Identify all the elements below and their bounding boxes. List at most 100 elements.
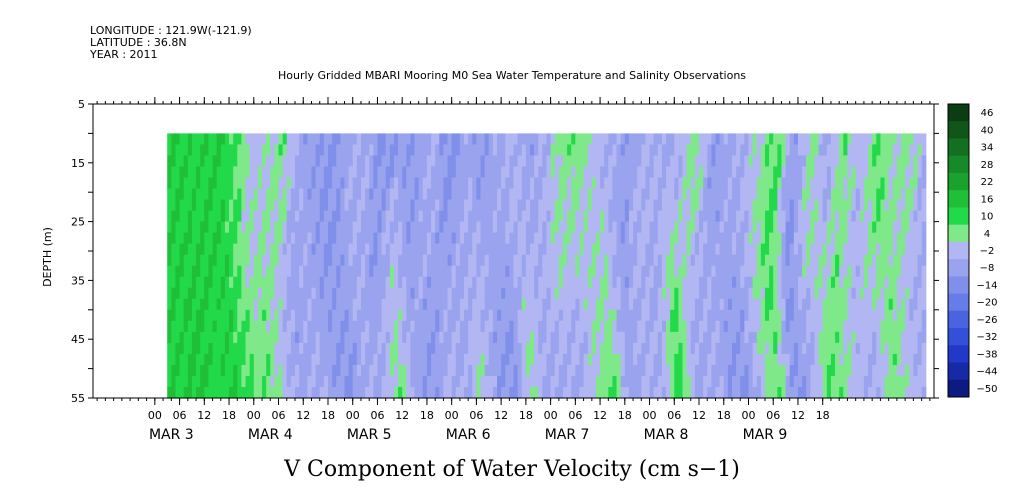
heatmap-cell bbox=[554, 232, 560, 245]
heatmap-cell bbox=[311, 298, 317, 311]
heatmap-cell bbox=[814, 232, 820, 245]
heatmap-cell bbox=[501, 144, 506, 157]
heatmap-cell bbox=[699, 155, 704, 168]
heatmap-cell bbox=[793, 342, 799, 355]
heatmap-cell bbox=[579, 353, 585, 366]
heatmap-cell bbox=[818, 331, 824, 344]
heatmap-cell bbox=[678, 331, 684, 344]
heatmap-cell bbox=[406, 199, 412, 212]
heatmap-cell bbox=[645, 254, 651, 267]
heatmap-cell bbox=[299, 210, 304, 223]
heatmap-cell bbox=[517, 188, 523, 201]
heatmap-cell bbox=[224, 287, 230, 300]
heatmap-cell bbox=[666, 199, 671, 212]
heatmap-cell bbox=[736, 188, 741, 201]
heatmap-cell bbox=[715, 221, 721, 234]
heatmap-cell bbox=[633, 276, 638, 289]
heatmap-cell bbox=[806, 265, 811, 278]
heatmap-cell bbox=[756, 133, 762, 146]
heatmap-cell bbox=[249, 210, 255, 223]
heatmap-cell bbox=[525, 320, 531, 333]
heatmap-cell bbox=[884, 353, 890, 366]
heatmap-cell bbox=[633, 144, 638, 157]
heatmap-cell bbox=[398, 188, 403, 201]
heatmap-cell bbox=[385, 386, 391, 399]
heatmap-cell bbox=[872, 320, 877, 333]
heatmap-cell bbox=[608, 177, 614, 190]
heatmap-cell bbox=[492, 221, 498, 234]
heatmap-cell bbox=[233, 364, 238, 377]
heatmap-cell bbox=[229, 221, 234, 234]
heatmap-cell bbox=[892, 342, 898, 355]
heatmap-cell bbox=[777, 188, 783, 201]
heatmap-cell bbox=[266, 375, 271, 388]
heatmap-cell bbox=[694, 320, 700, 333]
heatmap-cell bbox=[674, 287, 679, 300]
heatmap-cell bbox=[208, 353, 214, 366]
heatmap-cell bbox=[703, 199, 708, 212]
heatmap-cell bbox=[707, 243, 712, 256]
heatmap-cell bbox=[727, 254, 733, 267]
heatmap-cell bbox=[814, 243, 820, 256]
heatmap-cell bbox=[863, 276, 869, 289]
heatmap-cell bbox=[818, 309, 824, 322]
heatmap-cell bbox=[670, 199, 675, 212]
heatmap-cell bbox=[624, 375, 630, 388]
heatmap-cell bbox=[905, 254, 910, 267]
heatmap-cell bbox=[649, 298, 655, 311]
heatmap-cell bbox=[830, 353, 836, 366]
heatmap-cell bbox=[624, 155, 630, 168]
heatmap-cell bbox=[595, 232, 601, 245]
heatmap-cell bbox=[360, 243, 366, 256]
heatmap-cell bbox=[616, 221, 622, 234]
heatmap-cell bbox=[257, 320, 263, 333]
heatmap-cell bbox=[525, 144, 531, 157]
heatmap-cell bbox=[645, 221, 651, 234]
heatmap-cell bbox=[736, 254, 741, 267]
heatmap-cell bbox=[707, 386, 712, 399]
heatmap-cell bbox=[295, 342, 300, 355]
heatmap-cell bbox=[781, 221, 787, 234]
heatmap-cell bbox=[558, 254, 564, 267]
heatmap-cell bbox=[501, 177, 506, 190]
heatmap-cell bbox=[579, 320, 585, 333]
heatmap-cell bbox=[806, 276, 811, 289]
heatmap-cell bbox=[311, 265, 317, 278]
heatmap-cell bbox=[459, 221, 465, 234]
colorbar-label: −38 bbox=[976, 349, 997, 360]
heatmap-cell bbox=[332, 331, 337, 344]
heatmap-cell bbox=[600, 287, 605, 300]
heatmap-cell bbox=[752, 199, 758, 212]
heatmap-cell bbox=[340, 298, 346, 311]
heatmap-cell bbox=[661, 199, 667, 212]
heatmap-cell bbox=[455, 353, 461, 366]
heatmap-cell bbox=[492, 309, 498, 322]
heatmap-cell bbox=[414, 276, 420, 289]
heatmap-cell bbox=[756, 342, 762, 355]
heatmap-cell bbox=[888, 265, 894, 278]
heatmap-cell bbox=[443, 210, 449, 223]
heatmap-cell bbox=[216, 243, 222, 256]
heatmap-cell bbox=[196, 144, 201, 157]
heatmap-cell bbox=[468, 133, 473, 146]
heatmap-cell bbox=[468, 210, 473, 223]
heatmap-cell bbox=[909, 188, 914, 201]
heatmap-cell bbox=[323, 232, 329, 245]
heatmap-cell bbox=[748, 331, 754, 344]
heatmap-cell bbox=[764, 155, 770, 168]
heatmap-cell bbox=[888, 221, 894, 234]
heatmap-cell bbox=[365, 353, 370, 366]
colorbar-swatch bbox=[948, 190, 969, 208]
heatmap-cell bbox=[311, 364, 317, 377]
heatmap-cell bbox=[666, 375, 671, 388]
heatmap-cell bbox=[612, 331, 618, 344]
heatmap-cell bbox=[686, 364, 692, 377]
heatmap-cell bbox=[542, 221, 548, 234]
heatmap-cell bbox=[579, 298, 585, 311]
heatmap-cell bbox=[690, 375, 696, 388]
heatmap-cell bbox=[360, 287, 366, 300]
heatmap-cell bbox=[200, 364, 205, 377]
heatmap-cell bbox=[839, 254, 844, 267]
heatmap-cell bbox=[307, 133, 313, 146]
heatmap-cell bbox=[249, 287, 255, 300]
